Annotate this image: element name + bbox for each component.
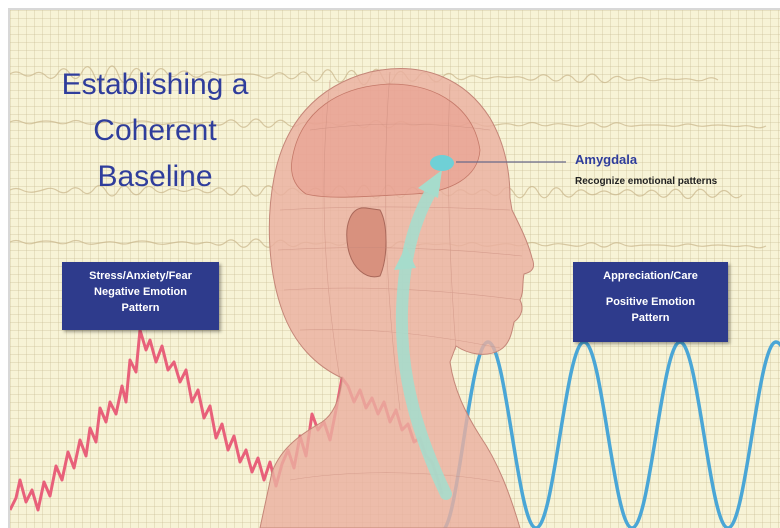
negative-box-line-1: Stress/Anxiety/Fear (89, 270, 192, 282)
negative-box-line-2: Negative Emotion (94, 286, 187, 298)
positive-box-line-1: Appreciation/Care (603, 270, 698, 282)
positive-box-line-2: Positive Emotion (605, 296, 696, 308)
neural-pathway-arrow (394, 170, 452, 500)
amygdala-label: Amygdala (575, 152, 638, 167)
diagram-artwork (10, 65, 780, 528)
slide-canvas: Establishing a Coherent Baseline Amygdal… (8, 8, 780, 528)
slide-title: Establishing a Coherent Baseline (20, 62, 290, 200)
positive-emotion-box: Appreciation/Care Positive Emotion Patte… (573, 262, 728, 342)
title-line-2: Coherent (93, 114, 217, 147)
positive-box-line-3: Pattern (631, 312, 670, 324)
amygdala-dot-icon (430, 155, 454, 171)
title-line-1: Establishing a (61, 68, 249, 101)
negative-box-line-3: Pattern (121, 302, 160, 314)
amygdala-description: Recognize emotional patterns (575, 176, 718, 187)
title-line-3: Baseline (97, 160, 213, 193)
negative-emotion-box: Stress/Anxiety/Fear Negative Emotion Pat… (62, 262, 219, 330)
